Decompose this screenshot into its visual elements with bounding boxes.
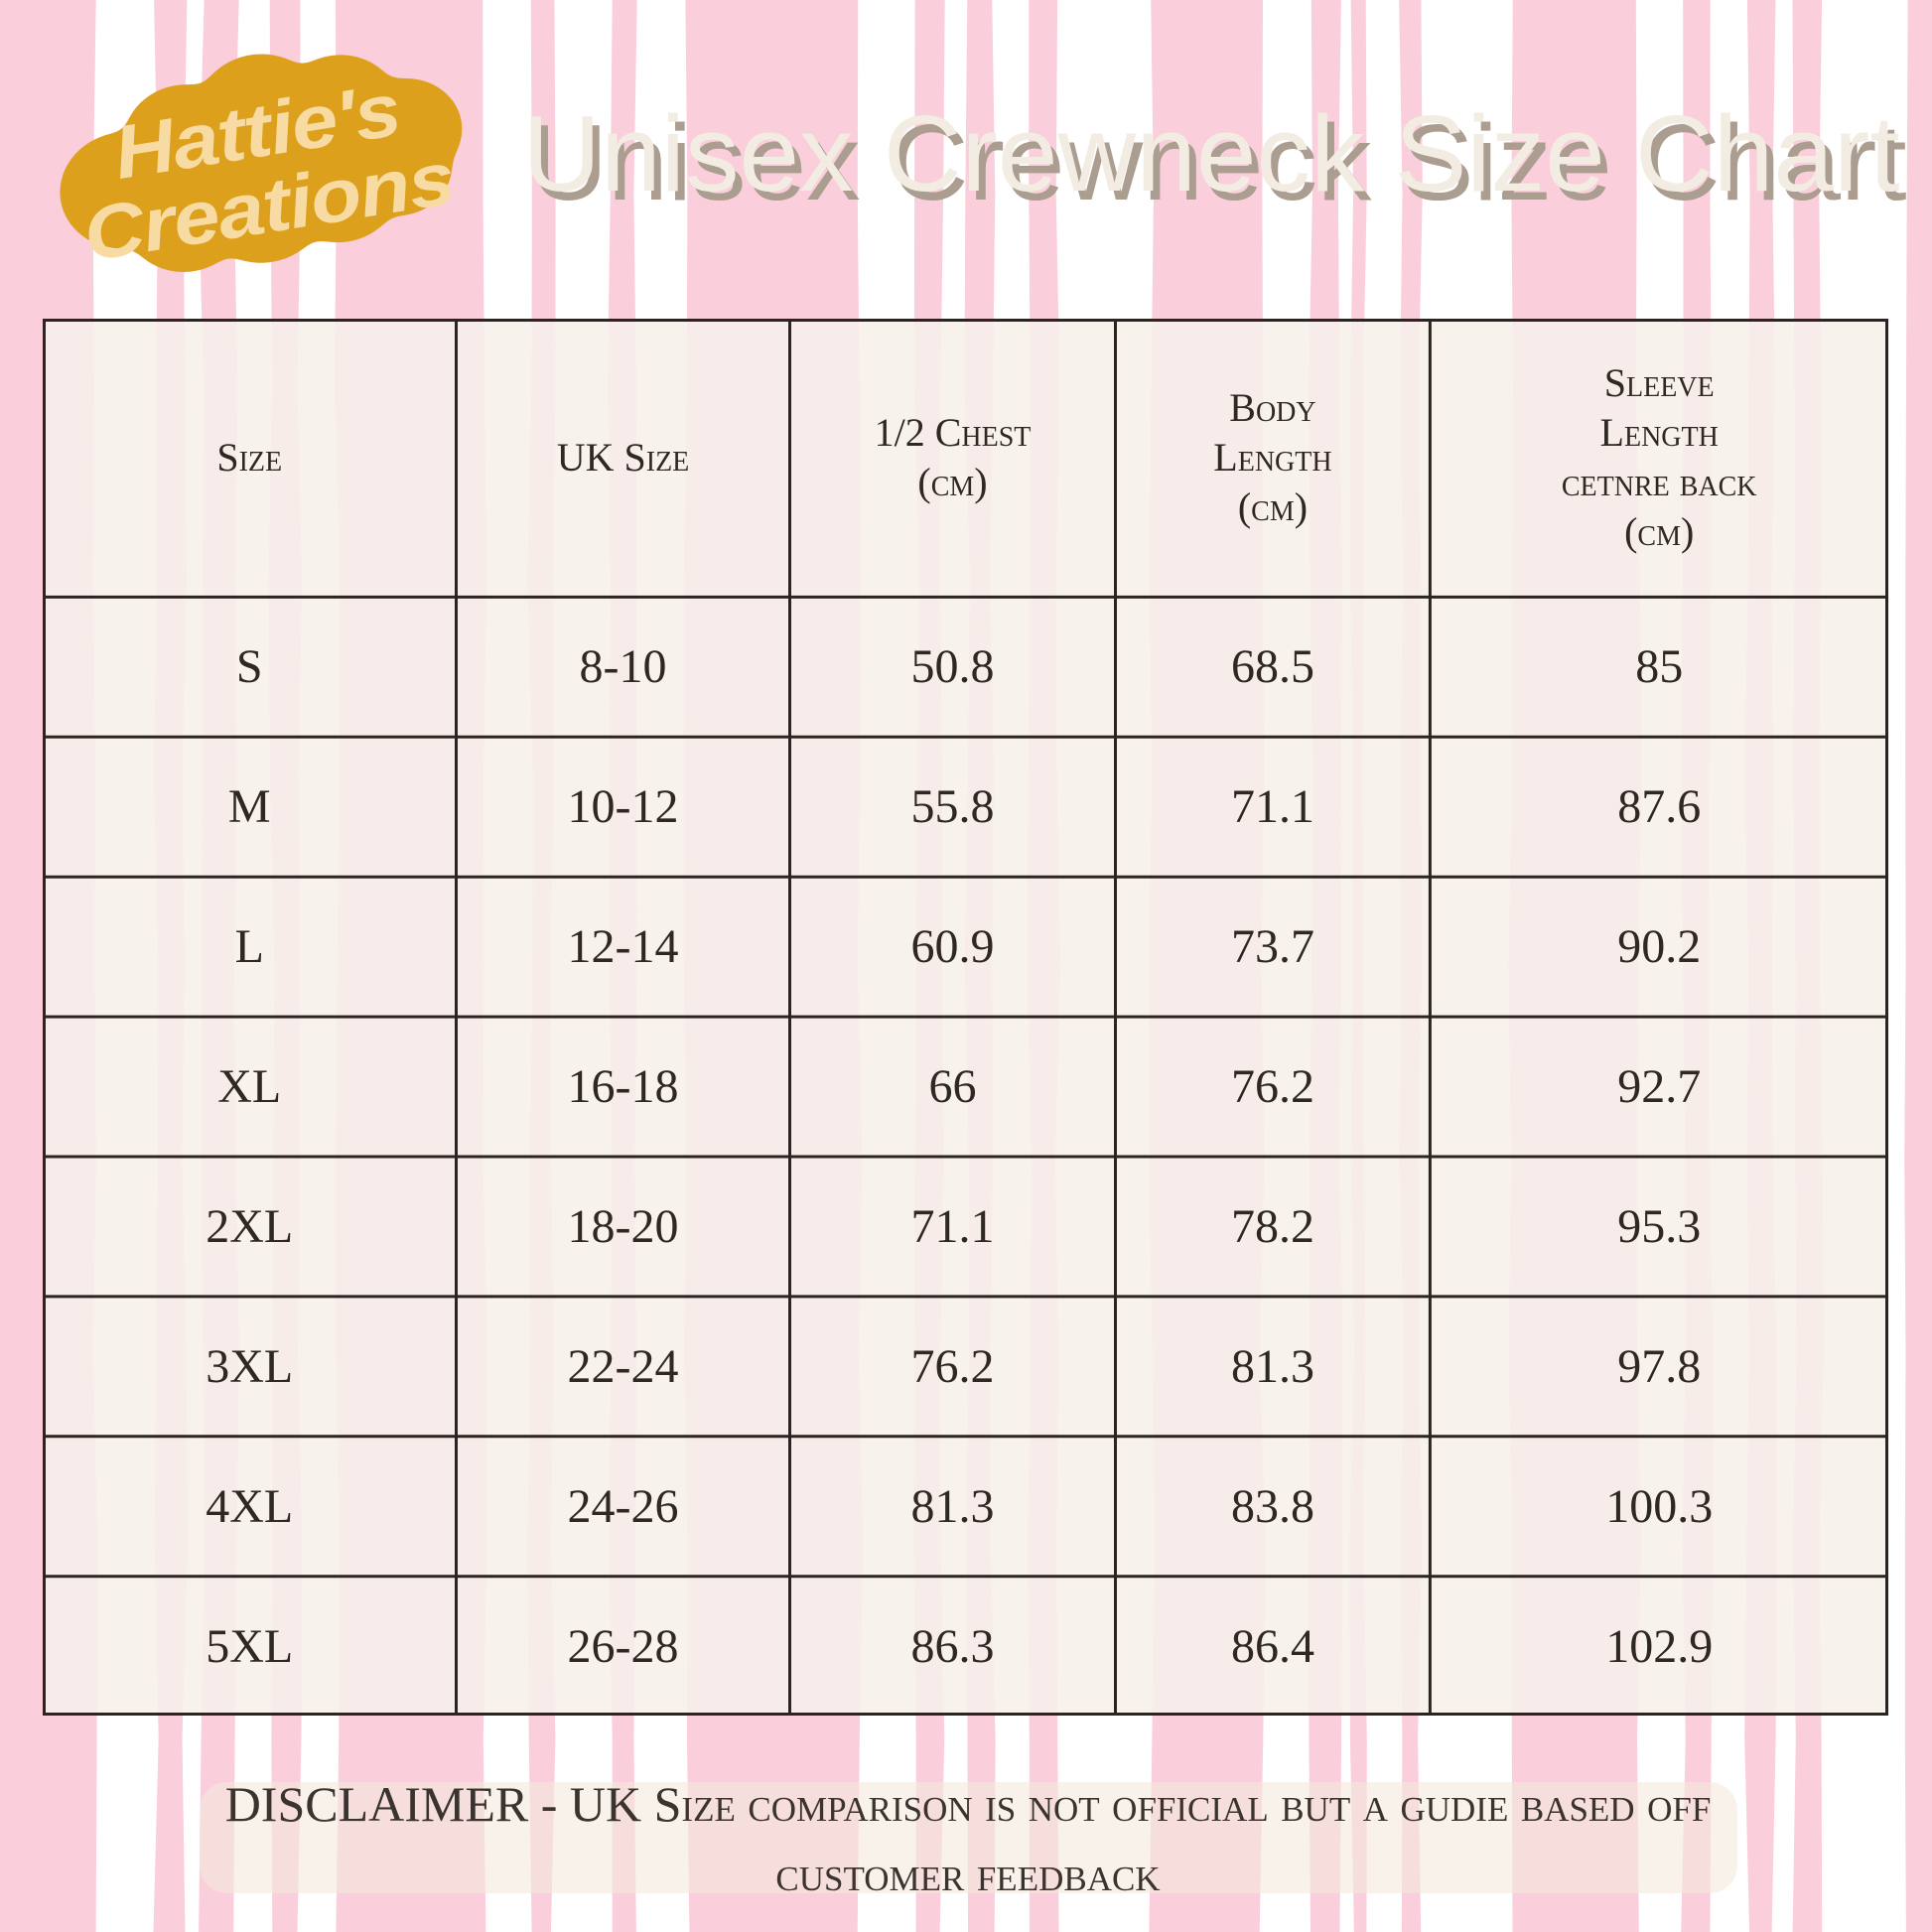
svg-text:Unisex Crewneck Size Chart: Unisex Crewneck Size Chart [522, 93, 1899, 214]
